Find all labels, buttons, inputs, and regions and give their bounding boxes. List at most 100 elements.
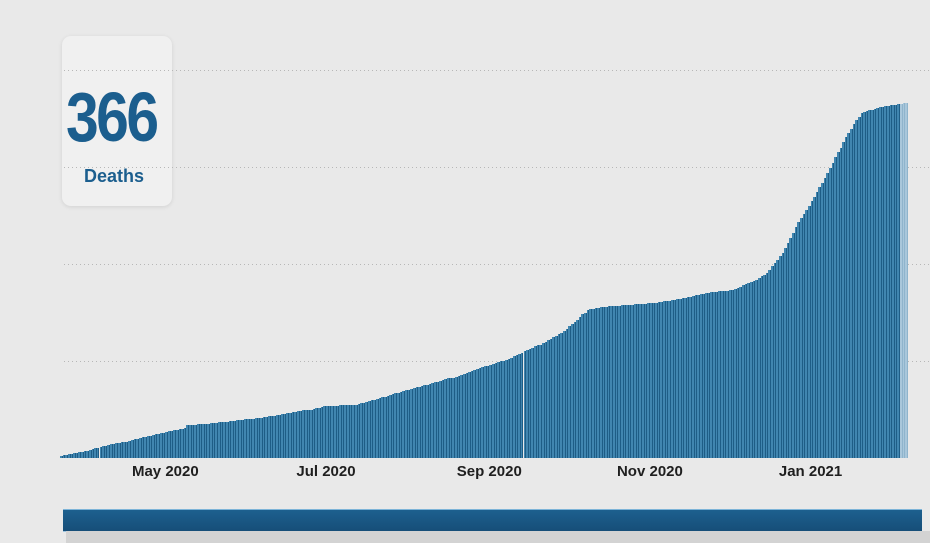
bar[interactable] xyxy=(394,393,398,458)
bar[interactable] xyxy=(539,344,542,458)
bar[interactable] xyxy=(268,416,271,458)
bar[interactable] xyxy=(125,441,129,458)
bar[interactable] xyxy=(591,308,595,458)
bar[interactable] xyxy=(776,260,779,458)
bar[interactable] xyxy=(781,253,785,458)
bar[interactable] xyxy=(823,177,827,458)
bar[interactable] xyxy=(339,404,342,458)
bar[interactable] xyxy=(107,445,111,458)
bar[interactable] xyxy=(236,420,240,458)
bar[interactable] xyxy=(412,388,416,458)
bar[interactable] xyxy=(228,421,232,458)
bar[interactable] xyxy=(331,405,334,458)
bar[interactable] xyxy=(120,442,124,458)
bar[interactable] xyxy=(436,382,440,458)
bar[interactable] xyxy=(599,306,603,458)
bar[interactable] xyxy=(149,435,153,458)
bar[interactable] xyxy=(544,341,548,458)
bar[interactable] xyxy=(178,428,182,458)
bar[interactable] xyxy=(249,419,253,458)
bar[interactable] xyxy=(404,390,408,458)
bar[interactable] xyxy=(225,422,229,458)
bar[interactable] xyxy=(505,360,508,458)
bar[interactable] xyxy=(428,384,432,458)
bar[interactable] xyxy=(131,439,134,458)
bar[interactable] xyxy=(297,411,300,458)
bar[interactable] xyxy=(460,374,463,458)
bar[interactable] xyxy=(649,302,653,458)
bar[interactable] xyxy=(449,378,453,458)
bar[interactable] xyxy=(565,329,569,458)
bar[interactable] xyxy=(283,414,287,458)
bar[interactable] xyxy=(254,418,258,458)
bar[interactable] xyxy=(426,385,429,458)
bar[interactable] xyxy=(502,361,506,458)
bar[interactable] xyxy=(199,424,203,458)
bar[interactable] xyxy=(233,421,237,458)
bar[interactable] xyxy=(239,420,242,458)
bar[interactable] xyxy=(415,387,419,458)
bar[interactable] xyxy=(312,408,316,458)
bar[interactable] xyxy=(576,320,579,458)
bar[interactable] xyxy=(728,290,732,458)
bar[interactable] xyxy=(281,414,284,458)
bar[interactable] xyxy=(354,404,358,458)
bar[interactable] xyxy=(560,332,563,458)
bar[interactable] xyxy=(141,436,145,458)
bar[interactable] xyxy=(534,346,537,458)
bar[interactable] xyxy=(357,403,361,458)
bar[interactable] xyxy=(486,365,490,458)
bar[interactable] xyxy=(99,447,103,458)
bar[interactable] xyxy=(623,304,627,458)
bar[interactable] xyxy=(684,297,687,458)
bar[interactable] xyxy=(457,375,461,458)
bar[interactable] xyxy=(723,291,727,458)
bar[interactable] xyxy=(863,111,866,458)
bar[interactable] xyxy=(742,285,745,458)
bar[interactable] xyxy=(570,324,574,458)
bar[interactable] xyxy=(520,353,524,458)
bar[interactable] xyxy=(734,289,737,458)
bar[interactable] xyxy=(246,419,250,458)
bar[interactable] xyxy=(523,351,527,458)
bar[interactable] xyxy=(778,256,782,458)
bar[interactable] xyxy=(528,349,532,458)
bar[interactable] xyxy=(291,412,295,458)
bar[interactable] xyxy=(563,330,566,458)
bar[interactable] xyxy=(204,424,208,458)
bar[interactable] xyxy=(165,431,168,458)
bar[interactable] xyxy=(465,372,469,458)
bar[interactable] xyxy=(881,106,885,458)
bar[interactable] xyxy=(399,392,403,458)
bar[interactable] xyxy=(699,294,703,458)
bar[interactable] xyxy=(842,141,845,458)
bar[interactable] xyxy=(397,393,400,458)
bar[interactable] xyxy=(262,417,266,458)
bar[interactable] xyxy=(715,292,719,458)
bar[interactable] xyxy=(407,390,411,458)
bar[interactable] xyxy=(673,299,677,458)
bar[interactable] xyxy=(173,429,176,458)
bar[interactable] xyxy=(391,393,395,458)
bar[interactable] xyxy=(876,107,880,458)
bar[interactable] xyxy=(663,300,666,458)
bar[interactable] xyxy=(220,422,224,458)
bar[interactable] xyxy=(439,381,442,458)
bar[interactable] xyxy=(681,297,685,458)
bar[interactable] xyxy=(718,291,721,458)
bar[interactable] xyxy=(789,237,793,458)
bar[interactable] xyxy=(865,110,869,458)
bar[interactable] xyxy=(402,391,405,458)
bar[interactable] xyxy=(686,296,690,458)
bar[interactable] xyxy=(265,417,269,458)
bar[interactable] xyxy=(278,415,282,458)
bar[interactable] xyxy=(647,302,650,458)
bar[interactable] xyxy=(607,305,611,458)
bar[interactable] xyxy=(839,147,843,458)
bar[interactable] xyxy=(78,452,82,458)
bar[interactable] xyxy=(760,275,764,458)
bar[interactable] xyxy=(826,172,829,458)
bar[interactable] xyxy=(713,292,716,458)
bar[interactable] xyxy=(892,104,895,458)
bar[interactable] xyxy=(275,415,279,458)
